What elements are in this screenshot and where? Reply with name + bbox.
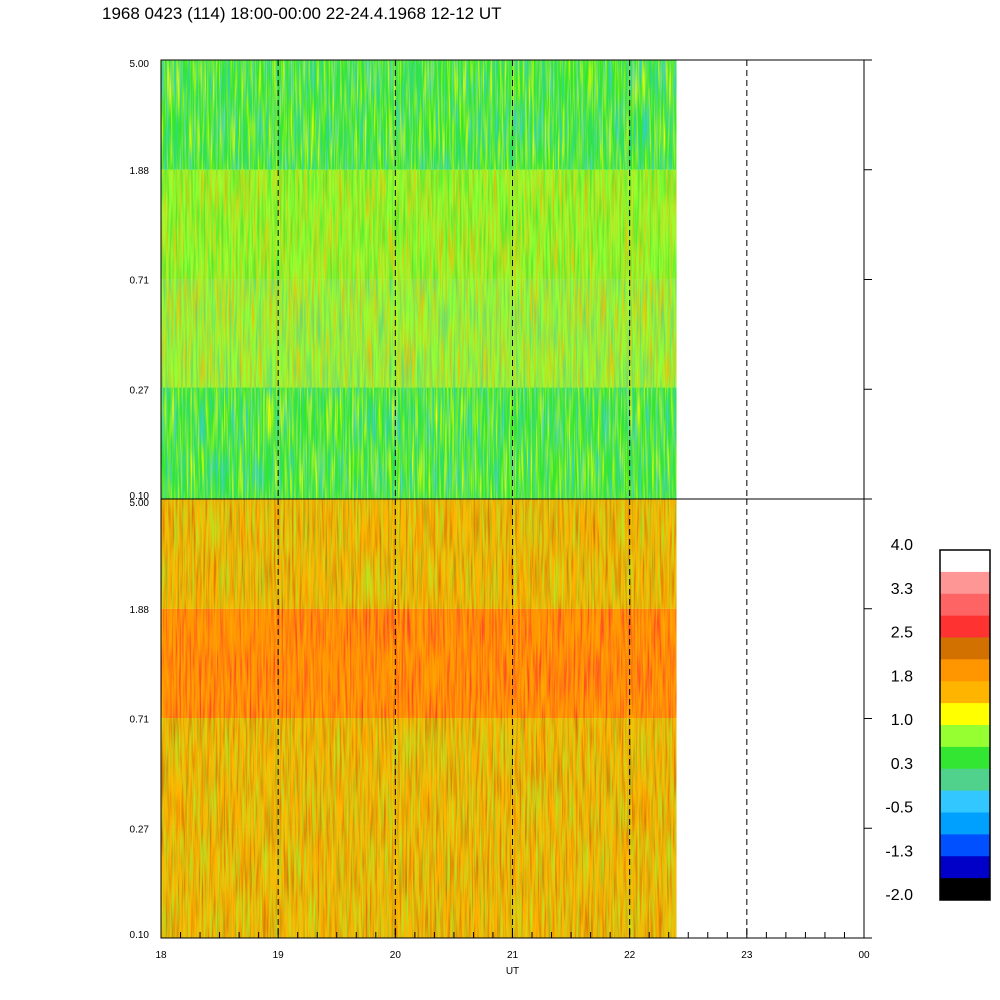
heatmap-texture2-band-bottom-2 [161, 718, 677, 827]
colorbar-tick-label: 3.3 [891, 581, 913, 598]
x-tick-label: 20 [390, 950, 402, 961]
heatmap-layer [161, 60, 677, 938]
colorbar-tick-label: 1.0 [891, 712, 913, 729]
grid-layer [277, 60, 748, 938]
colorbar-tick-label: 4.0 [891, 537, 913, 554]
colorbar-swatch [940, 812, 990, 835]
heatmap-texture2-band-bottom-0 [161, 499, 677, 609]
y-tick-label-bottom: 5.00 [130, 498, 150, 509]
colorbar-swatch [940, 703, 990, 726]
x-tick-label: 22 [624, 950, 636, 961]
axes-layer: 5.001.880.710.270.105.001.880.710.270.10… [130, 59, 872, 977]
x-tick-label: 21 [507, 950, 519, 961]
y-tick-label-top: 5.00 [130, 59, 150, 70]
colorbar-tick-label: 0.3 [891, 756, 913, 773]
y-tick-label-bottom: 0.27 [130, 824, 150, 835]
x-tick-label: 19 [273, 950, 285, 961]
colorbar-tick-label: 1.8 [891, 668, 913, 685]
heatmap-texture2-band-top-0 [161, 60, 677, 170]
colorbar-frame [939, 549, 991, 901]
colorbar-swatch [940, 615, 990, 638]
x-tick-label: 18 [155, 950, 167, 961]
colorbar-swatch [940, 550, 990, 573]
colorbar-tick-label: -0.5 [885, 800, 913, 817]
colorbar-swatch [940, 593, 990, 617]
colorbar-swatch [940, 878, 990, 901]
x-tick-label: 00 [858, 950, 870, 961]
heatmap-texture2-band-top-2 [161, 279, 677, 388]
heatmap-panel-top [161, 60, 677, 499]
y-tick-label-bottom: 1.88 [130, 605, 150, 616]
colorbar-swatch [940, 790, 990, 813]
colorbar-swatch [940, 681, 990, 704]
chart-title: 1968 0423 (114) 18:00-00:00 22-24.4.1968… [102, 4, 502, 23]
colorbar-swatch [940, 659, 990, 682]
y-tick-label-bottom: 0.10 [130, 930, 150, 941]
heatmap-texture2-band-top-3 [161, 387, 677, 499]
colorbar-swatch [940, 571, 990, 595]
colorbar: 4.0 3.3 2.5 1.8 1.0 0.3 -0.5 -1.3 -2.0 [885, 537, 991, 904]
colorbar-swatch [940, 637, 990, 660]
colorbar-tick-label: -1.3 [885, 843, 913, 860]
colorbar-swatch [940, 856, 990, 879]
colorbar-swatch [940, 746, 990, 770]
heatmap-texture2-band-bottom-3 [161, 826, 677, 938]
x-axis-label: UT [506, 966, 519, 977]
heatmap-texture2-bottom [161, 499, 677, 938]
heatmap-texture2-band-top-1 [161, 169, 677, 280]
heatmap-texture2-top [161, 60, 677, 499]
colorbar-swatch [940, 768, 990, 792]
heatmap-texture2-band-bottom-1 [161, 608, 677, 719]
y-tick-label-bottom: 0.71 [130, 715, 150, 726]
colorbar-tick-label: 2.5 [891, 625, 913, 642]
y-tick-label-top: 0.27 [130, 385, 150, 396]
y-tick-label-top: 1.88 [130, 166, 150, 177]
heatmap-panel-bottom [161, 499, 677, 938]
colorbar-swatch [940, 834, 990, 857]
x-tick-label: 23 [741, 950, 753, 961]
colorbar-swatch [940, 725, 990, 748]
colorbar-tick-label: -2.0 [885, 887, 913, 904]
y-tick-label-top: 0.71 [130, 276, 150, 287]
y-tick-label-top: 0.10 [130, 491, 150, 502]
